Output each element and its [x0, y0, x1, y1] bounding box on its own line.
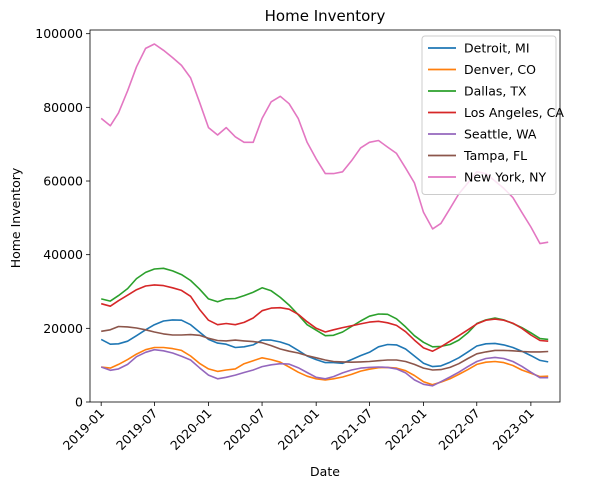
legend: Detroit, MI Denver, CO Dallas, TX Los Angel…	[421, 35, 564, 195]
x-tick-label: 2023-01	[489, 406, 537, 454]
y-tick-label: 80000	[43, 100, 83, 115]
x-tick-label: 2019-07	[113, 406, 161, 454]
series-line-5	[101, 325, 549, 371]
y-tick-label: 100000	[35, 26, 83, 41]
x-tick-label: 2022-01	[382, 406, 430, 454]
plot-frame	[89, 29, 561, 403]
legend-label: Dallas, TX	[464, 84, 527, 99]
legend-label: Los Angeles, CA	[464, 105, 564, 120]
x-tick-label: 2019-01	[60, 406, 108, 454]
legend-label: Denver, CO	[464, 62, 536, 77]
legend-label: New York, NY	[464, 170, 547, 185]
y-tick-label: 20000	[43, 321, 83, 336]
x-tick-label: 2021-01	[275, 406, 323, 454]
y-tick-label: 0	[75, 395, 83, 410]
y-axis: 0 20000 40000 60000 80000 100000	[35, 26, 90, 410]
x-axis: 2019-01 2019-07 2020-01 2020-07 2021-01 2021-…	[60, 402, 537, 453]
x-axis-title: Date	[310, 464, 340, 479]
plot-area	[89, 29, 561, 403]
x-tick-label: 2021-07	[328, 406, 376, 454]
y-axis-title: Home Inventory	[8, 167, 23, 268]
series-line-4	[100, 348, 549, 387]
legend-label: Seattle, WA	[464, 127, 537, 142]
y-tick-label: 60000	[43, 174, 83, 189]
x-tick-label: 2020-01	[167, 406, 215, 454]
y-tick-label: 40000	[43, 247, 83, 262]
legend-label: Tampa, FL	[463, 148, 527, 163]
legend-label: Detroit, MI	[464, 41, 530, 56]
chart-title: Home Inventory	[265, 7, 386, 25]
x-tick-label: 2022-07	[435, 406, 483, 454]
series-line-0	[100, 319, 549, 368]
x-tick-label: 2020-07	[221, 406, 269, 454]
series-line-3	[100, 284, 549, 353]
series-line-1	[101, 346, 549, 386]
